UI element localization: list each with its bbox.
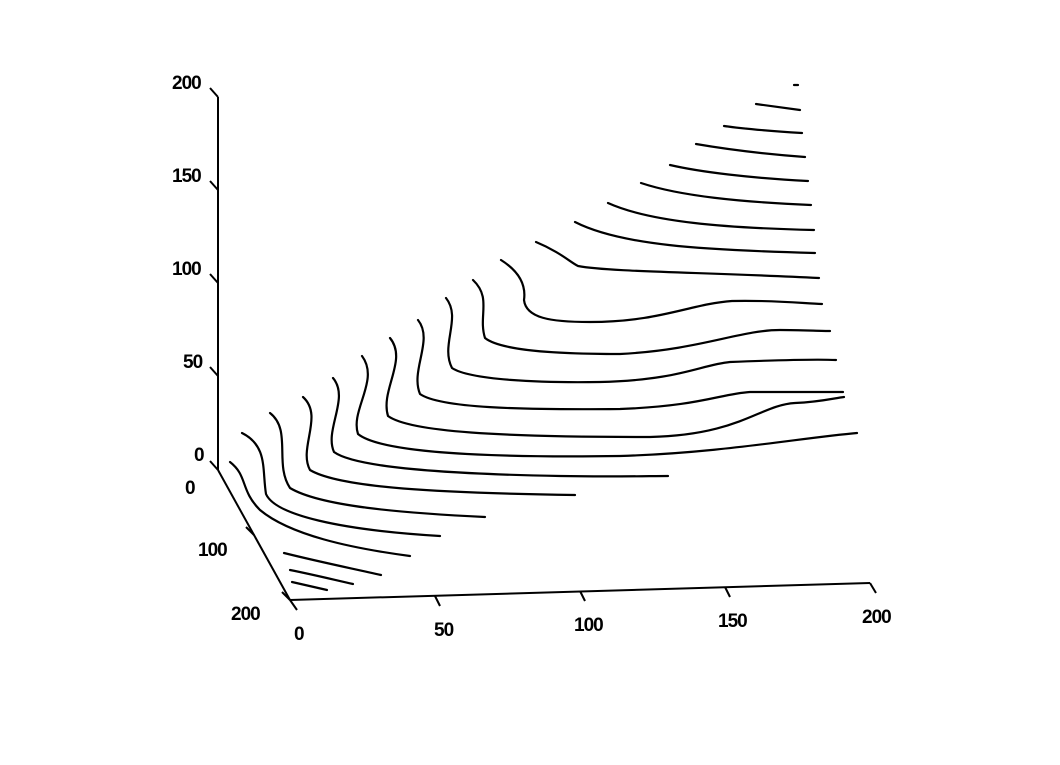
x-tick-label-200: 200 xyxy=(862,607,891,628)
z-tick-label-150: 150 xyxy=(172,166,201,187)
y-tick-label-0: 0 xyxy=(185,478,195,499)
contour-line xyxy=(385,336,846,439)
x-tick-label-0: 0 xyxy=(294,624,304,645)
z-tick-label-0: 0 xyxy=(194,445,204,466)
z-tick-100 xyxy=(209,273,219,284)
axes xyxy=(217,97,871,601)
z-tick-200 xyxy=(209,87,219,98)
y-tick-100 xyxy=(245,526,255,536)
x-tick-label-50: 50 xyxy=(434,620,454,641)
contour-line xyxy=(355,354,859,458)
tick-marks xyxy=(209,87,877,611)
x-tick-100 xyxy=(579,590,586,602)
contour-lines xyxy=(228,83,859,592)
contour-line xyxy=(694,142,807,159)
contour-line xyxy=(416,318,845,411)
contour-line xyxy=(282,551,383,577)
z-tick-label-200: 200 xyxy=(172,73,201,94)
contour-line xyxy=(754,102,802,112)
contour-line xyxy=(330,376,670,478)
contour-line xyxy=(639,181,813,207)
x-tick-0 xyxy=(289,599,298,611)
contour-line xyxy=(668,163,810,183)
y-tick-label-100: 100 xyxy=(198,540,227,561)
contour-line xyxy=(573,220,817,255)
tick-labels: 200 150 100 50 0 0 100 200 0 50 100 150 … xyxy=(172,73,892,645)
contour-line xyxy=(444,296,838,384)
contour-line xyxy=(471,278,832,356)
x-tick-label-100: 100 xyxy=(574,615,603,636)
contour-line xyxy=(228,460,412,558)
contour-line xyxy=(240,431,442,538)
z-tick-150 xyxy=(209,180,219,191)
x-tick-200 xyxy=(869,582,877,594)
contour-line xyxy=(290,580,329,592)
z-tick-50 xyxy=(209,366,219,377)
contour-line xyxy=(288,568,355,586)
z-tick-0 xyxy=(209,460,219,471)
contour-line xyxy=(534,240,821,280)
contour-line xyxy=(722,124,804,135)
contour-line xyxy=(499,258,824,324)
x-tick-150 xyxy=(724,586,731,598)
contour-line xyxy=(301,395,577,497)
contour-line xyxy=(606,201,816,232)
y-tick-200 xyxy=(281,591,291,601)
y-tick-label-200: 200 xyxy=(231,604,260,625)
z-tick-label-50: 50 xyxy=(183,352,203,373)
x-tick-50 xyxy=(434,595,441,607)
z-tick-label-100: 100 xyxy=(172,259,201,280)
contour-line xyxy=(268,411,487,519)
x-tick-label-150: 150 xyxy=(718,611,747,632)
